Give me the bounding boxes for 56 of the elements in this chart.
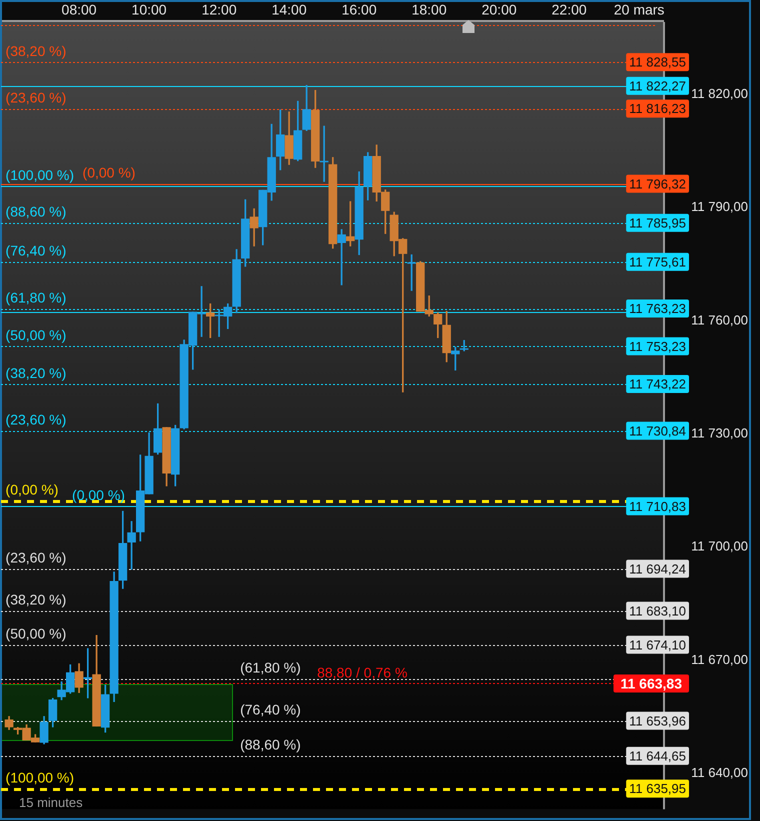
ref-line-label: 11 710,83 [629,498,686,514]
annotation: (0,00 %) [6,482,58,498]
annotation: (76,40 %) [6,242,66,259]
ref-line-label: 11 785,95 [629,215,686,230]
annotation: (38,20 %) [6,592,66,608]
annotation: (100,00 %) [6,770,74,786]
x-tick-label: 20:00 [482,1,517,18]
annotation: (88,60 %) [240,736,301,753]
annotation: (0,00 %) [82,164,136,181]
ref-line-label: 11 828,55 [629,54,686,70]
ref-line-label: 11 743,22 [629,376,686,392]
ref-line-label: 11 653,96 [629,713,686,728]
annotation: (100,00 %) [6,167,74,184]
annotation: (23,60 %) [6,90,66,106]
annotation: (38,20 %) [6,364,66,381]
ref-line-label: 11 694,24 [629,561,686,576]
ref-line-label: 11 753,23 [629,338,686,354]
candlestick [127,521,136,570]
x-tick-label: 10:00 [132,1,167,18]
ref-line-label: 11 663,83 [620,675,682,692]
annotation: 88,80 / 0,76 % [317,664,408,680]
y-tick-label: 11 760,00 [691,312,748,328]
annotation: (0,00 %) [72,487,125,504]
ref-line-label: 11 816,23 [629,101,686,116]
annotation: (88,60 %) [6,204,66,220]
ref-line-label: 11 635,95 [629,781,686,796]
ref-line-label: 11 763,23 [629,301,686,316]
ref-line-label: 11 775,61 [629,254,686,270]
x-tick-label: 12:00 [202,1,237,18]
y-tick-label: 11 820,00 [691,86,748,101]
annotation: (38,20 %) [6,43,66,60]
annotation: 15 minutes [19,794,84,810]
annotation: (76,40 %) [240,702,301,718]
ref-line-label: 11 644,65 [629,748,686,764]
x-tick-label: 20 mars [614,1,664,18]
ref-line-label: 11 730,84 [629,423,686,438]
x-tick-label: 22:00 [552,1,587,18]
ref-line-label: 11 822,27 [629,78,686,94]
ref-line-label: 11 683,10 [629,603,686,618]
x-tick-label: 08:00 [62,1,97,18]
x-tick-label: 16:00 [342,1,377,18]
annotation: (61,80 %) [6,289,66,306]
annotation: (50,00 %) [6,626,66,642]
y-tick-label: 11 730,00 [691,425,748,440]
annotation: (23,60 %) [6,550,66,566]
annotation: (61,80 %) [240,660,301,676]
x-tick-label: 18:00 [412,1,447,18]
y-tick-label: 11 640,00 [691,764,748,780]
x-tick-label: 14:00 [272,1,307,18]
y-tick-label: 11 670,00 [691,652,748,667]
y-tick-label: 11 790,00 [691,199,748,214]
y-tick-label: 11 700,00 [691,538,748,554]
ref-line-label: 11 796,32 [629,176,686,192]
annotation: (50,00 %) [6,327,66,344]
annotation: (23,60 %) [6,412,66,428]
ref-line-label: 11 674,10 [629,637,686,652]
